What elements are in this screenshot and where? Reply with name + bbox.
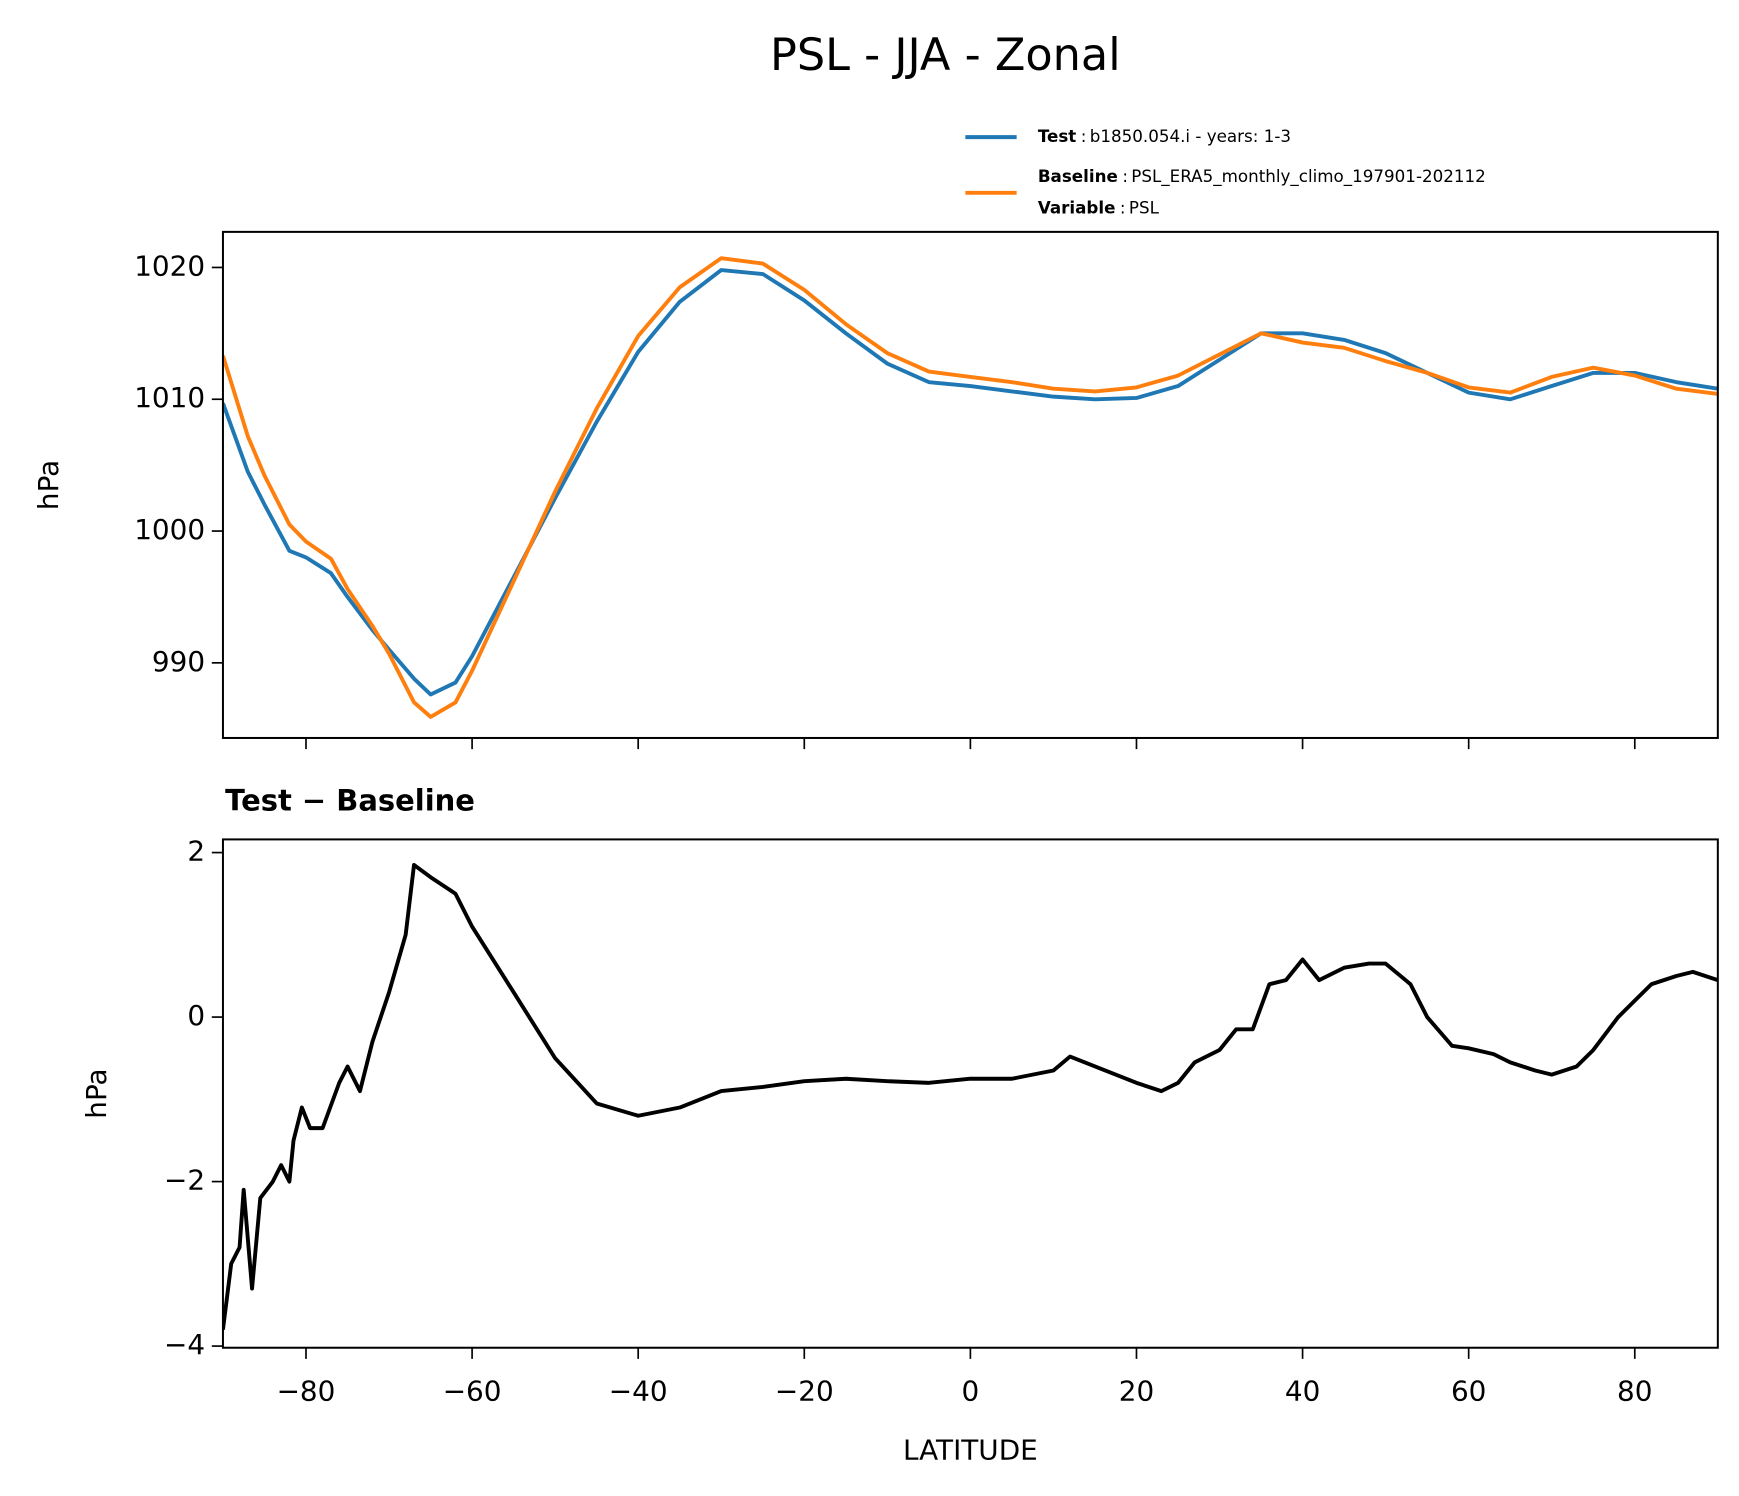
y-tick-label: 1020 xyxy=(134,249,205,282)
y-tick-label: 2 xyxy=(187,835,205,868)
figure-title: PSL - JJA - Zonal xyxy=(770,29,1121,81)
x-tick-label: −20 xyxy=(775,1374,834,1407)
y-tick-label: −2 xyxy=(164,1164,205,1197)
x-axis-label: LATITUDE xyxy=(903,1433,1038,1466)
legend-separator: : xyxy=(1122,166,1128,186)
x-tick-label: 20 xyxy=(1119,1374,1154,1407)
plot-frame xyxy=(221,838,1719,1349)
x-tick-label: 80 xyxy=(1617,1374,1652,1407)
legend-entry: Variable: PSL xyxy=(1038,197,1160,217)
data-line xyxy=(222,862,1718,1330)
subplot-title: Test − Baseline xyxy=(225,784,475,818)
legend-separator: : xyxy=(1120,197,1126,217)
x-tick-label: 60 xyxy=(1451,1374,1486,1407)
x-tick-label: −60 xyxy=(443,1374,502,1407)
legend-text: PSL_ERA5_monthly_climo_197901-202112 xyxy=(1131,166,1486,187)
legend-key: Variable xyxy=(1038,197,1116,217)
x-tick-label: 40 xyxy=(1285,1374,1320,1407)
plot-area xyxy=(222,862,1718,1330)
y-axis-label: hPa xyxy=(32,460,65,510)
y-tick-label: 990 xyxy=(152,645,205,678)
plot-frame xyxy=(221,230,1719,739)
legend-entry: Test: b1850.054.i - years: 1-3 xyxy=(1038,126,1291,146)
y-tick-label: 1000 xyxy=(134,513,205,546)
y-tick-label: 1010 xyxy=(134,381,205,414)
data-line xyxy=(222,256,1718,719)
y-tick-label: 0 xyxy=(187,999,205,1032)
y-axis-label: hPa xyxy=(80,1068,113,1118)
legend-entry: Baseline: PSL_ERA5_monthly_climo_197901-2… xyxy=(1038,166,1486,187)
legend-text: PSL xyxy=(1129,197,1160,217)
x-tick-label: 0 xyxy=(962,1374,980,1407)
x-tick-label: −80 xyxy=(277,1374,336,1407)
x-tick-label: −40 xyxy=(609,1374,668,1407)
legend-key: Test xyxy=(1038,126,1076,146)
legend-text: b1850.054.i - years: 1-3 xyxy=(1090,126,1291,146)
y-tick-label: −4 xyxy=(164,1328,205,1361)
plot-area xyxy=(222,256,1718,719)
legend-key: Baseline xyxy=(1038,166,1118,186)
legend-separator: : xyxy=(1081,126,1087,146)
